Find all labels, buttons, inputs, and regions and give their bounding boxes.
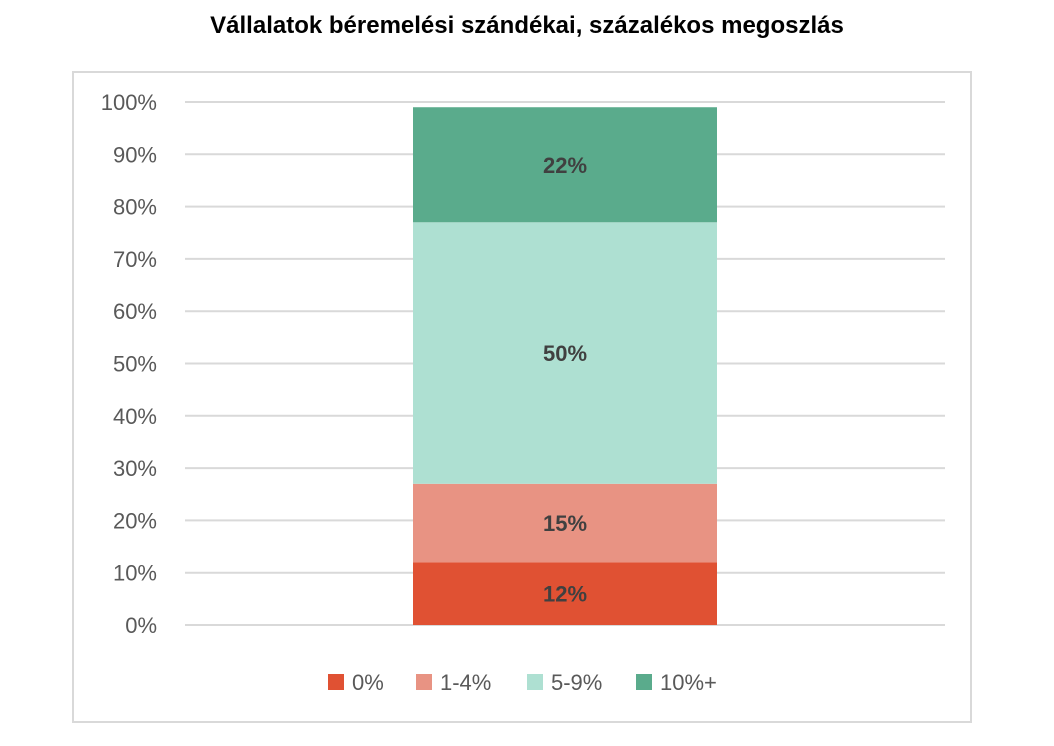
- y-tick-label: 70%: [113, 247, 157, 272]
- data-label: 22%: [543, 153, 587, 178]
- y-tick-label: 40%: [113, 404, 157, 429]
- y-tick-label: 50%: [113, 352, 157, 377]
- legend-swatch: [416, 674, 432, 690]
- bar-segment-0: [413, 562, 717, 625]
- data-label: 12%: [543, 582, 587, 607]
- legend-swatch: [636, 674, 652, 690]
- data-label: 15%: [543, 511, 587, 536]
- chart-title: Vállalatok béremelési szándékai, százalé…: [210, 12, 844, 39]
- data-labels: 12% 15% 50% 22%: [543, 153, 587, 607]
- bar-segments: [413, 107, 717, 625]
- legend-label: 1-4%: [440, 670, 491, 695]
- y-tick-label: 90%: [113, 142, 157, 167]
- y-tick-label: 20%: [113, 508, 157, 533]
- y-tick-label: 80%: [113, 195, 157, 220]
- y-axis-ticks: 0% 10% 20% 30% 40% 50% 60% 70% 80% 90% 100%: [101, 90, 157, 638]
- y-tick-label: 0%: [125, 613, 157, 638]
- legend: 0% 1-4% 5-9% 10%+: [328, 670, 717, 695]
- legend-label: 10%+: [660, 670, 717, 695]
- legend-label: 5-9%: [551, 670, 602, 695]
- data-label: 50%: [543, 341, 587, 366]
- legend-swatch: [328, 674, 344, 690]
- legend-label: 0%: [352, 670, 384, 695]
- bar-segment-1-4: [413, 483, 717, 563]
- y-tick-label: 10%: [113, 561, 157, 586]
- bar-segment-10: [413, 107, 717, 223]
- y-tick-label: 30%: [113, 456, 157, 481]
- legend-swatch: [527, 674, 543, 690]
- bar-segment-5-9: [413, 222, 717, 484]
- y-tick-label: 100%: [101, 90, 157, 115]
- y-tick-label: 60%: [113, 299, 157, 324]
